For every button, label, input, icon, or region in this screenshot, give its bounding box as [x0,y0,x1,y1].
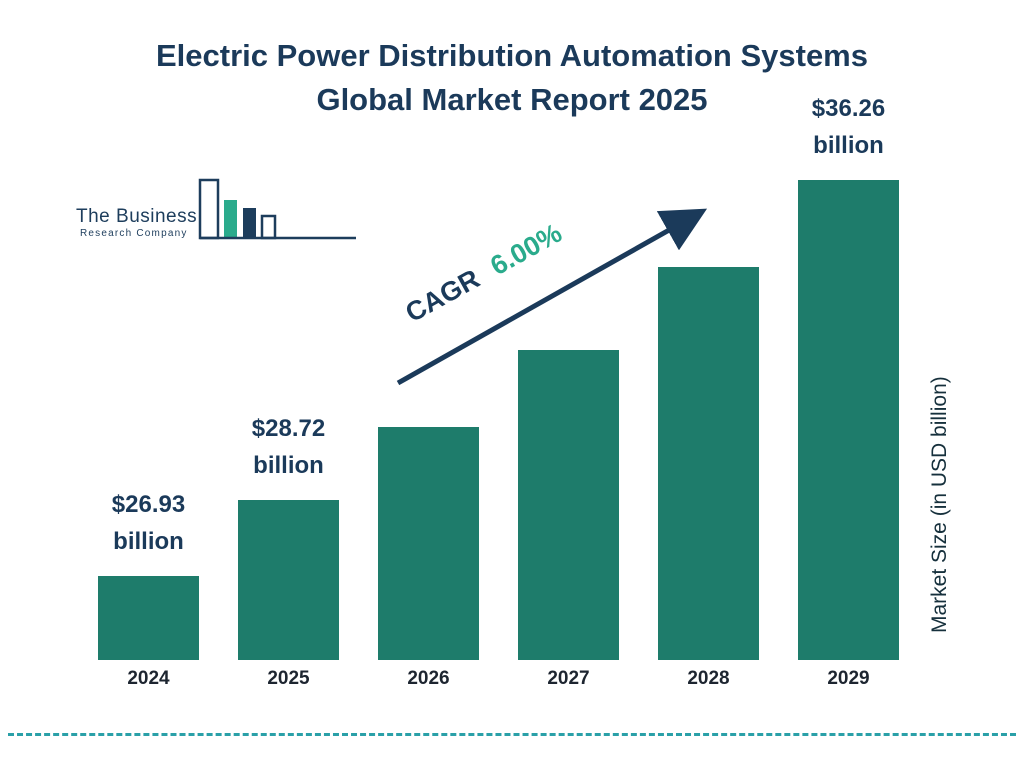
title-line-1: Electric Power Distribution Automation S… [156,38,868,73]
x-axis-label-2024: 2024 [127,668,170,689]
y-axis-label: Market Size (in USD billion) [928,376,951,634]
bottom-divider-dashed-line [8,733,1016,736]
x-axis-label-2027: 2027 [547,668,590,689]
page-title: Electric Power Distribution Automation S… [0,34,1024,122]
logo-text-secondary: Research Company [80,228,188,239]
data-label-2024: $26.93 billion [111,491,186,556]
bar-chart-logo-icon [198,178,358,249]
title-line-2: Global Market Report 2025 [316,82,708,118]
bar-2027 [518,350,619,660]
bar-2026 [378,427,479,660]
bar-2025 [238,500,339,660]
company-logo: The Business Research Company [76,178,356,248]
bar-2024 [98,576,199,660]
bar-2029 [798,180,899,660]
x-axis-label-2026: 2026 [407,668,450,689]
x-axis-label-2028: 2028 [687,668,730,689]
logo-text-primary: The Business [76,206,198,227]
data-label-2025: $28.72 billion [251,415,326,480]
data-label-2029: $36.26 billion [811,95,886,160]
x-axis-label-2025: 2025 [267,668,310,689]
bar-2028 [658,267,759,660]
x-axis-label-2029: 2029 [827,668,870,689]
